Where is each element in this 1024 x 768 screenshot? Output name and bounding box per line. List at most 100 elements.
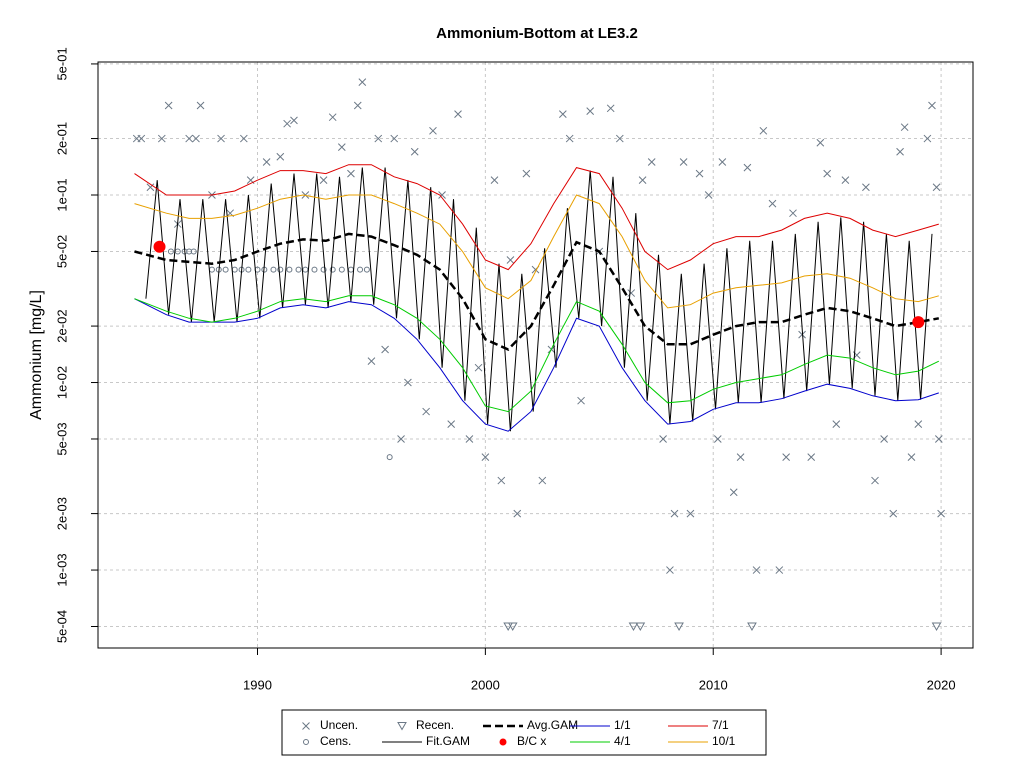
point xyxy=(522,169,531,178)
point xyxy=(934,435,943,443)
point xyxy=(262,158,271,166)
point xyxy=(506,256,515,264)
point xyxy=(823,169,832,178)
point xyxy=(558,110,567,118)
point xyxy=(900,123,909,132)
point xyxy=(507,622,518,632)
point xyxy=(222,266,229,273)
point xyxy=(329,266,336,273)
point xyxy=(499,738,507,746)
x-tick-label: 2010 xyxy=(699,677,728,692)
point xyxy=(474,363,483,372)
point xyxy=(931,622,942,632)
legend-label: B/C x xyxy=(517,734,546,748)
y-tick-label: 2e-01 xyxy=(54,122,69,155)
point xyxy=(497,476,506,485)
point xyxy=(928,101,936,110)
point xyxy=(283,119,291,128)
point xyxy=(481,453,490,462)
point xyxy=(747,622,757,632)
point xyxy=(347,169,355,178)
y-tick-label: 1e-01 xyxy=(54,178,69,211)
point xyxy=(752,566,761,574)
point xyxy=(397,722,407,731)
point xyxy=(190,248,197,255)
legend-label: 7/1 xyxy=(712,718,729,732)
chart-title: Ammonium-Bottom at LE3.2 xyxy=(436,25,638,42)
point xyxy=(759,126,768,135)
point xyxy=(775,566,784,574)
line xyxy=(134,295,940,413)
y-tick-label: 5e-01 xyxy=(54,47,69,80)
point xyxy=(290,116,298,125)
point xyxy=(357,266,364,273)
point xyxy=(447,420,456,428)
point xyxy=(679,158,688,166)
legend-label: Recen. xyxy=(416,718,454,732)
point xyxy=(245,266,252,273)
point xyxy=(137,134,146,143)
point xyxy=(386,454,393,461)
point xyxy=(896,147,904,156)
line xyxy=(134,232,940,351)
y-tick-label: 2e-02 xyxy=(54,309,69,342)
point xyxy=(695,169,704,178)
point xyxy=(338,266,345,273)
point xyxy=(932,183,941,192)
legend-label: Fit.GAM xyxy=(426,734,470,748)
point xyxy=(337,143,346,151)
point xyxy=(807,453,816,462)
point xyxy=(465,435,474,443)
point xyxy=(363,266,370,273)
point xyxy=(628,622,639,632)
point xyxy=(798,330,806,339)
point xyxy=(404,378,412,387)
point xyxy=(490,176,499,185)
point xyxy=(397,435,405,443)
point xyxy=(816,138,825,147)
point xyxy=(782,453,791,462)
point xyxy=(538,476,547,485)
point xyxy=(736,453,745,462)
point xyxy=(789,209,797,218)
point xyxy=(353,101,362,110)
point xyxy=(635,622,646,632)
point xyxy=(438,191,446,199)
point xyxy=(358,78,367,86)
point xyxy=(422,407,430,416)
point xyxy=(729,488,738,497)
point xyxy=(937,509,945,518)
point xyxy=(153,240,166,253)
point xyxy=(217,134,225,143)
point xyxy=(686,509,695,518)
point xyxy=(196,101,205,110)
legend-label: Uncen. xyxy=(320,718,358,732)
point xyxy=(328,113,337,122)
point xyxy=(670,509,679,518)
y-tick-label: 5e-03 xyxy=(54,422,69,455)
legend-label: Avg.GAM xyxy=(527,718,578,732)
point xyxy=(674,622,684,632)
x-tick-label: 1990 xyxy=(243,677,272,692)
y-tick-label: 2e-03 xyxy=(54,497,69,530)
line xyxy=(134,298,939,432)
x-tick-label: 2000 xyxy=(471,677,500,692)
point xyxy=(862,183,870,192)
point xyxy=(743,163,752,172)
point xyxy=(319,176,328,185)
x-tick-label: 2020 xyxy=(927,677,956,692)
point xyxy=(302,266,309,273)
point xyxy=(410,147,419,156)
point xyxy=(912,316,925,329)
point xyxy=(239,134,248,143)
point xyxy=(889,509,898,518)
point xyxy=(286,266,293,273)
point xyxy=(146,183,155,192)
point xyxy=(276,152,285,161)
point xyxy=(923,134,932,143)
point xyxy=(320,266,327,273)
point xyxy=(185,134,193,143)
point xyxy=(718,158,727,166)
